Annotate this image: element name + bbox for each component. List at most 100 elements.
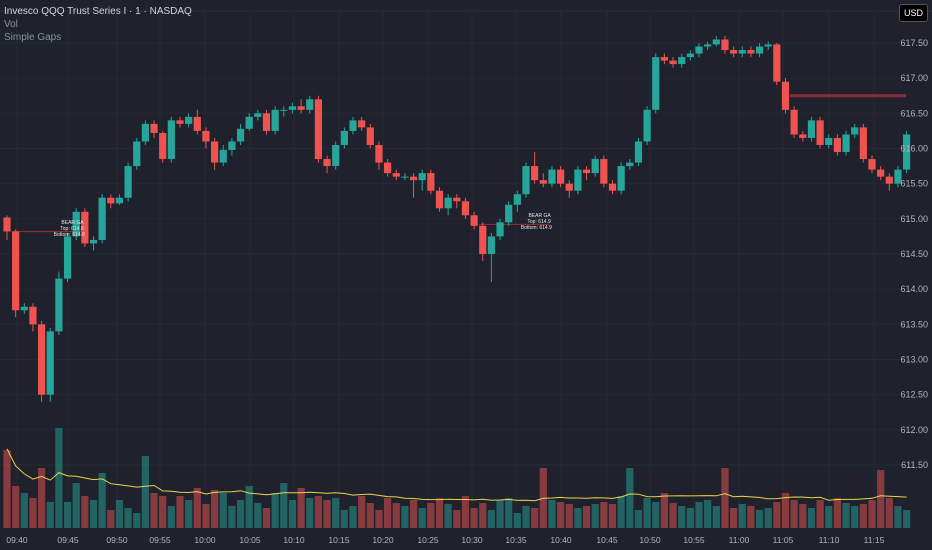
candle-body [799,134,807,138]
candle-body [487,236,495,254]
candle-body [306,99,314,110]
volume-bar [591,504,599,528]
candle-body [141,123,149,142]
candle-body [669,60,677,65]
candle-body [833,137,841,153]
time-tick-label: 10:45 [596,535,618,545]
price-tick-label: 617.50 [900,38,928,48]
candle-body [565,183,573,191]
candle-body [825,137,833,145]
candle-body [730,50,738,54]
volume-bar [107,510,115,528]
volume-bar [868,500,876,528]
candle-body [38,324,46,395]
time-tick-label: 09:55 [149,535,171,545]
volume-bar [55,428,63,528]
volume-bar [747,506,755,528]
volume-bar [617,496,625,528]
volume-bar [98,473,106,528]
volume-bar [582,506,591,528]
volume-bar [600,502,608,528]
gap-annotation-line: Bottom: 614.9 [520,225,552,232]
candle-body [107,197,115,204]
volume-bar [652,502,660,528]
candle-body [12,231,20,311]
candle-body [193,116,201,131]
volume-bar [384,498,392,528]
volume-bar [314,496,322,528]
volume-bar [894,506,902,528]
candle-body [340,130,348,145]
volume-bar [704,500,712,528]
volume-bar [262,508,271,528]
candle-body [695,46,703,54]
time-tick-label: 09:45 [57,535,79,545]
volume-bar [885,498,893,528]
candle-body [686,53,694,58]
candle-body [185,116,193,124]
volume-bar [764,508,772,528]
candle-body [228,141,236,150]
volume-bar [773,502,781,528]
volume-indicator-label[interactable]: Vol [4,19,18,30]
candle-body [470,215,478,226]
volume-bar [487,510,495,528]
symbol-title[interactable]: Invesco QQQ Trust Series I · 1 · NASDAQ [4,6,192,17]
volume-bar [133,513,141,528]
volume-bar [159,496,167,528]
gaps-indicator-label[interactable]: Simple Gaps [4,32,62,43]
candle-body [877,169,885,177]
candle-body [513,194,521,205]
gap-annotation-line: Top: 614.9 [527,219,551,226]
volume-bar [522,506,530,528]
candle-body [903,134,911,170]
candle-body [678,57,686,65]
time-tick-label: 10:50 [639,535,661,545]
time-tick-label: 10:35 [505,535,527,545]
volume-bar [254,503,262,528]
volume-bar [29,498,37,528]
time-tick-label: 10:40 [550,535,572,545]
candle-body [505,204,513,223]
volume-bar [211,490,219,528]
volume-bar [202,504,210,528]
candle-body [3,217,11,232]
candle-body [245,116,253,129]
volume-bar [799,504,807,528]
volume-bar [124,508,132,528]
candle-body [652,57,660,110]
time-tick-label: 10:25 [417,535,439,545]
volume-bar [859,504,867,528]
volume-bar [444,504,452,528]
candle-body [288,106,297,110]
volume-bar [72,483,80,528]
volume-bar [185,500,193,528]
candle-body [262,113,271,131]
volume-bar [46,502,54,528]
price-tick-label: 614.50 [900,249,928,259]
candle-body [384,162,392,174]
volume-bar [409,500,418,528]
currency-badge[interactable]: USD [898,4,928,22]
gap-annotation-line: Top: 614.8 [60,226,84,233]
candle-body [349,120,357,131]
price-tick-label: 613.00 [900,355,928,365]
candle-body [72,211,80,237]
volume-bar [755,510,764,528]
candle-body [885,176,893,184]
candle-body [557,169,565,184]
candle-body [219,149,227,163]
price-tick-label: 613.50 [900,319,928,329]
candle-body [660,57,668,61]
candle-body [643,109,651,142]
candle-body [444,197,452,209]
volume-bar [81,496,89,528]
candle-body [375,144,383,163]
volume-bar [877,470,885,528]
candle-body [842,134,850,153]
volume-bar [669,503,677,528]
candle-body [859,127,867,160]
candle-body [461,201,470,216]
